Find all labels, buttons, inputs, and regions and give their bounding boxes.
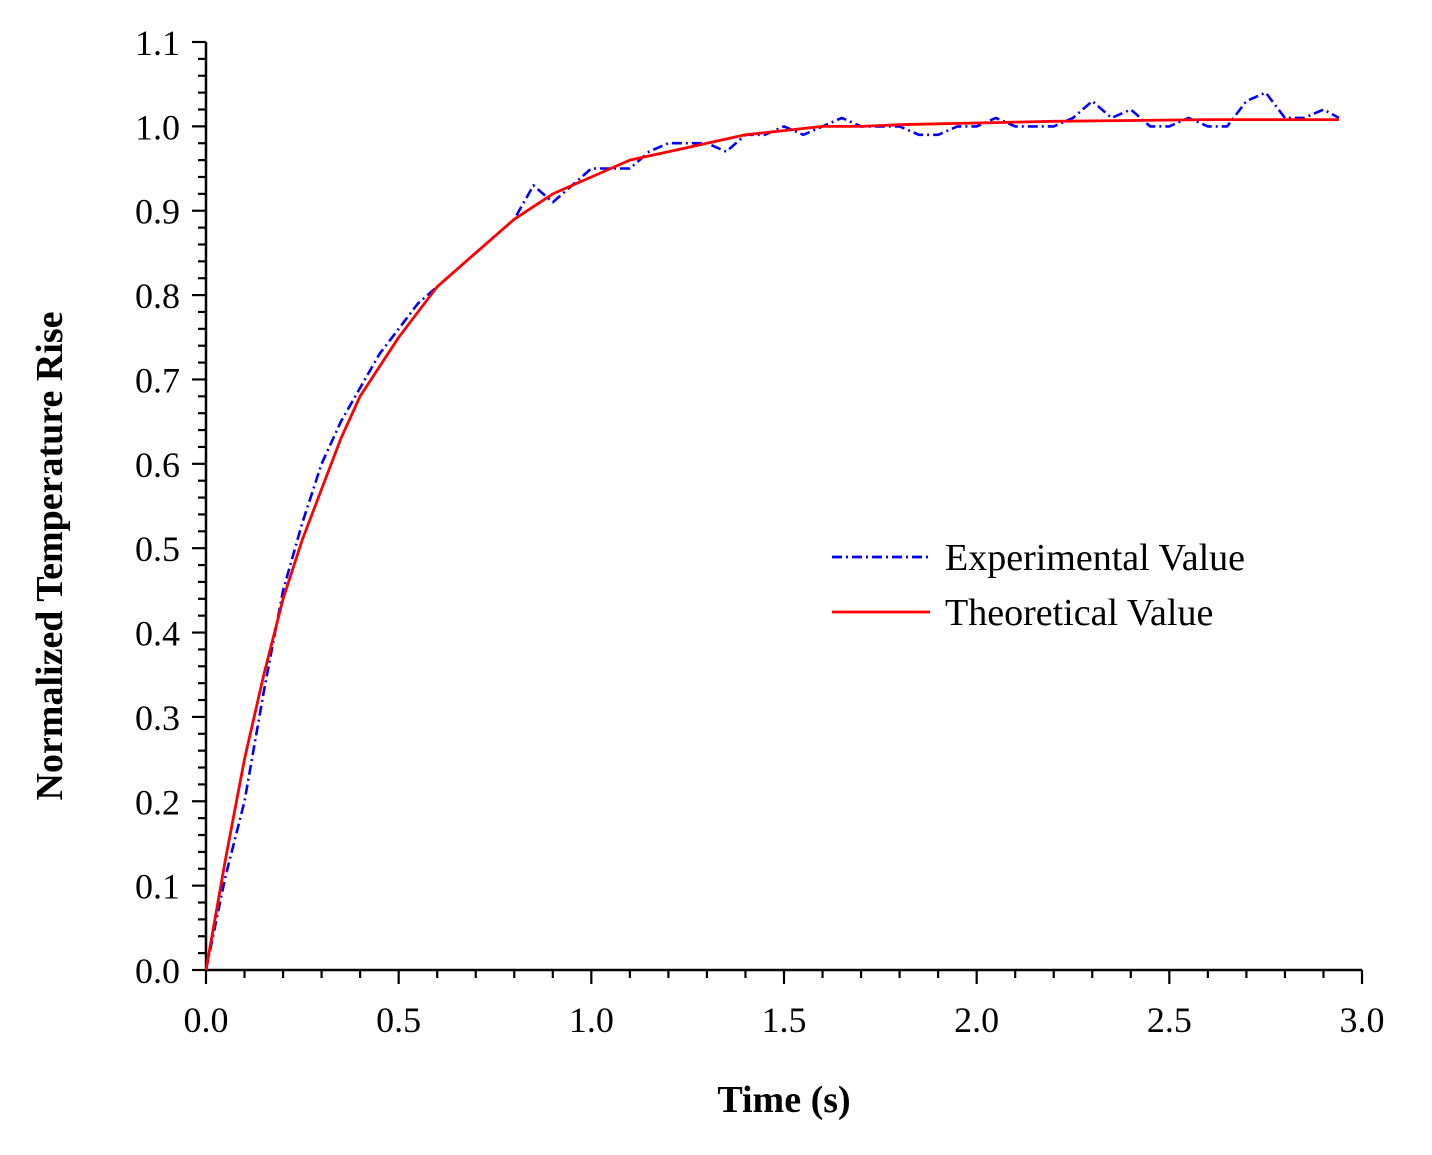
x-tick-label: 0.5 [376,1000,421,1040]
x-tick-label: 2.0 [954,1000,999,1040]
legend: Experimental Value Theoretical Value [832,537,1245,634]
y-tick-label: 0.7 [135,360,180,400]
x-tick-label: 2.5 [1147,1000,1192,1040]
legend-label-experimental: Experimental Value [945,537,1245,579]
y-tick-label: 0.2 [135,782,180,822]
y-tick-label: 0.9 [135,192,180,232]
series-layer [204,91,1340,971]
axes [204,42,1362,972]
y-ticks: 0.0 0.1 0.2 0.3 0.4 0.5 0.6 0.7 0.8 0.9 1.0 1.1 [135,23,206,991]
x-tick-label: 3.0 [1340,1000,1385,1040]
y-tick-label: 1.1 [135,23,180,63]
y-tick-label: 0.8 [135,276,180,316]
y-tick-label: 0.5 [135,529,180,569]
y-axis-title: Normalized Temperature Rise [29,312,71,801]
x-tick-label: 1.5 [762,1000,807,1040]
y-tick-label: 1.0 [135,107,180,147]
y-tick-label: 0.4 [135,614,180,654]
y-tick-label: 0.3 [135,698,180,738]
y-tick-label: 0.1 [135,867,180,907]
x-tick-label: 1.0 [569,1000,614,1040]
theoretical-series-line [204,118,1339,971]
y-tick-label: 0.6 [135,445,180,485]
experimental-series-line [204,91,1340,971]
x-axis-title: Time (s) [717,1079,850,1121]
x-ticks: 0.0 0.5 1.0 1.5 2.0 2.5 3.0 [184,970,1385,1040]
y-tick-label: 0.0 [135,951,180,991]
x-tick-label: 0.0 [184,1000,229,1040]
legend-label-theoretical: Theoretical Value [945,592,1213,634]
